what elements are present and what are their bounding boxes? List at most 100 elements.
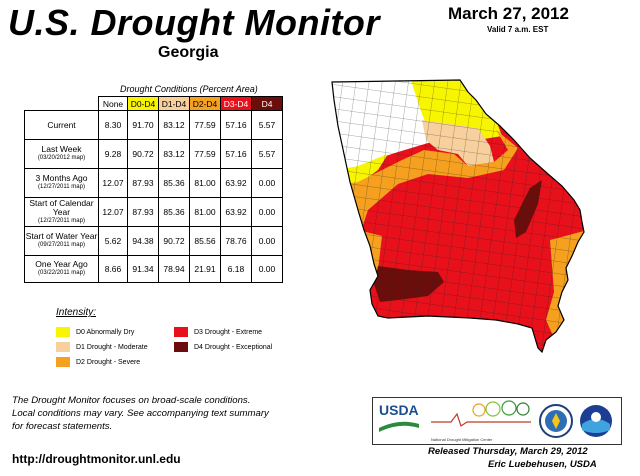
legend-swatch-d4 [174, 342, 188, 352]
row-label-text: Start of Water Year [25, 231, 98, 241]
row-label: Start of Water Year (09/27/2011 map) [24, 226, 99, 256]
department-of-commerce-seal-icon [539, 404, 573, 438]
table-cell: 0.00 [251, 168, 283, 198]
legend-item-d0: D0 Abnormally Dry [56, 327, 134, 337]
table-cell: 83.12 [158, 110, 190, 140]
table-row: Last Week (03/20/2012 map) 9.28 90.72 83.… [24, 139, 283, 169]
table-cell: 91.70 [127, 110, 159, 140]
table-row: 3 Months Ago (12/27/2011 map) 12.07 87.93… [24, 168, 283, 198]
table-cell: 8.66 [98, 255, 128, 283]
col-header-d1-d4: D1-D4 [158, 96, 190, 111]
table-caption: Drought Conditions (Percent Area) [120, 84, 258, 94]
table-header-row: None D0-D4 D1-D4 D2-D4 D3-D4 D4 [25, 96, 283, 111]
table-cell: 81.00 [189, 168, 221, 198]
row-label-sub: (09/27/2011 map) [38, 242, 85, 248]
table-cell: 0.00 [251, 197, 283, 227]
row-label-text: Current [47, 119, 76, 130]
legend-label-d2: D2 Drought - Severe [76, 358, 141, 366]
table-cell: 90.72 [158, 226, 190, 256]
release-date: Released Thursday, March 29, 2012 [428, 446, 588, 457]
table-cell: 78.94 [158, 255, 190, 283]
table-cell: 85.36 [158, 197, 190, 227]
row-label: Last Week (03/20/2012 map) [24, 139, 99, 169]
noaa-logo-icon [580, 405, 612, 437]
col-header-none: None [98, 96, 128, 111]
state-outline [331, 79, 585, 354]
legend-title: Intensity: [56, 307, 97, 318]
website-link[interactable]: http://droughtmonitor.unl.edu [12, 452, 181, 466]
table-cell: 6.18 [220, 255, 252, 283]
row-label-sub: (12/27/2011 map) [38, 184, 85, 190]
table-cell: 90.72 [127, 139, 159, 169]
col-header-d2-d4: D2-D4 [189, 96, 221, 111]
table-cell: 5.57 [251, 139, 283, 169]
legend-label-d0: D0 Abnormally Dry [76, 328, 135, 336]
usda-swoosh-icon [379, 421, 419, 432]
georgia-drought-map [331, 79, 585, 354]
table-cell: 0.00 [251, 255, 283, 283]
legend-item-d4: D4 Drought - Exceptional [174, 342, 272, 352]
table-cell: 9.28 [98, 139, 128, 169]
legend-swatch-d2 [56, 357, 70, 367]
row-label-sub: (03/20/2012 map) [37, 155, 86, 161]
table-row: One Year Ago (03/22/2011 map) 8.66 91.34 … [24, 255, 283, 283]
table-corner [25, 97, 99, 111]
row-label-sub: (12/27/2011 map) [38, 217, 85, 224]
table-cell: 83.12 [158, 139, 190, 169]
col-header-d0-d4: D0-D4 [127, 96, 159, 111]
footnote: The Drought Monitor focuses on broad-sca… [12, 394, 322, 433]
row-label-text: Last Week [41, 144, 82, 154]
valid-time: Valid 7 a.m. EST [487, 25, 549, 34]
table-cell: 63.92 [220, 168, 252, 198]
legend-swatch-d1 [56, 342, 70, 352]
legend-item-d1: D1 Drought - Moderate [56, 342, 148, 352]
table-row: Start of Calendar Year (12/27/2011 map) 1… [24, 197, 283, 227]
table-cell: 91.34 [127, 255, 159, 283]
row-label-text: 3 Months Ago [35, 173, 88, 183]
table-cell: 81.00 [189, 197, 221, 227]
table-cell: 78.76 [220, 226, 252, 256]
row-label-text: One Year Ago [35, 259, 88, 269]
table-cell: 12.07 [98, 197, 128, 227]
table-cell: 87.93 [127, 168, 159, 198]
ndmc-logo-text: National Drought Mitigation Center [431, 437, 493, 442]
usda-logo-text: USDA [379, 402, 419, 418]
table-cell: 94.38 [127, 226, 159, 256]
table-cell: 77.59 [189, 139, 221, 169]
table-cell: 57.16 [220, 110, 252, 140]
row-label: One Year Ago (03/22/2011 map) [24, 255, 99, 283]
table-cell: 77.59 [189, 110, 221, 140]
row-label: 3 Months Ago (12/27/2011 map) [24, 168, 99, 198]
table-cell: 63.92 [220, 197, 252, 227]
table-cell: 85.56 [189, 226, 221, 256]
legend-label-d3: D3 Drought - Extreme [194, 328, 263, 336]
row-label: Current [24, 110, 99, 140]
legend-swatch-d3 [174, 327, 188, 337]
legend-swatch-d0 [56, 327, 70, 337]
footnote-line-3: for forecast statements. [12, 421, 113, 432]
legend-item-d2: D2 Drought - Severe [56, 357, 140, 367]
table-cell: 5.57 [251, 110, 283, 140]
map-date: March 27, 2012 [448, 4, 569, 23]
legend-item-d3: D3 Drought - Extreme [174, 327, 262, 337]
sponsor-logos: USDA National Drought Mitigation Center [372, 397, 622, 445]
col-header-d4: D4 [251, 96, 283, 111]
table-cell: 57.16 [220, 139, 252, 169]
table-row: Start of Water Year (09/27/2011 map) 5.62… [24, 226, 283, 256]
table-cell: 87.93 [127, 197, 159, 227]
table-cell: 8.30 [98, 110, 128, 140]
table-cell: 85.36 [158, 168, 190, 198]
table-cell: 12.07 [98, 168, 128, 198]
row-label-text: Start of Calendar Year [29, 197, 94, 217]
tree-icon [431, 400, 531, 427]
drought-conditions-table: None D0-D4 D1-D4 D2-D4 D3-D4 D4 Current … [24, 96, 283, 283]
legend-label-d4: D4 Drought - Exceptional [194, 343, 273, 351]
row-label: Start of Calendar Year (12/27/2011 map) [24, 197, 99, 227]
legend-label-d1: D1 Drought - Moderate [76, 343, 148, 351]
col-header-d3-d4: D3-D4 [220, 96, 252, 111]
table-cell: 5.62 [98, 226, 128, 256]
page-title: U.S. Drought Monitor [8, 2, 380, 43]
ndmc-logo: National Drought Mitigation Center [431, 400, 531, 442]
table-cell: 21.91 [189, 255, 221, 283]
usda-logo: USDA [379, 402, 419, 438]
